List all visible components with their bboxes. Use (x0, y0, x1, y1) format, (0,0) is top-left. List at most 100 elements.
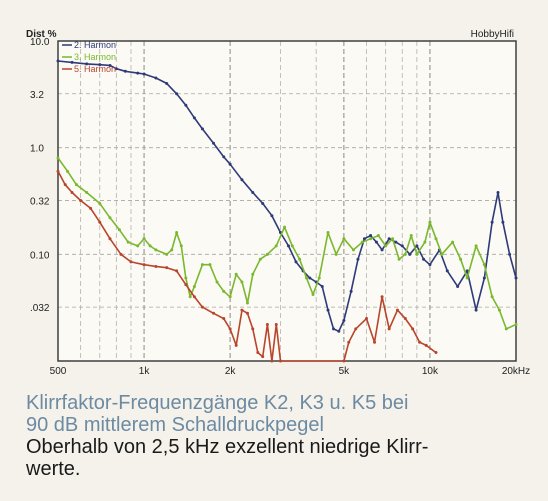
series-point (251, 272, 255, 276)
x-tick-label: 1k (139, 366, 151, 377)
series-point (395, 308, 399, 312)
series-point (428, 263, 432, 267)
series-point (192, 284, 196, 288)
series-point (98, 220, 102, 224)
series-point (240, 280, 244, 284)
series-point (222, 289, 226, 293)
series-point (274, 244, 278, 248)
series-point (418, 340, 422, 344)
y-axis-label: Dist % (26, 29, 57, 40)
series-point (320, 284, 324, 288)
series-point (434, 237, 438, 241)
series-point (286, 244, 290, 248)
series-point (251, 190, 255, 194)
series-point (434, 351, 438, 355)
x-tick-label: 20kHz (502, 366, 530, 377)
caption-line-4: werte. (26, 458, 81, 480)
series-point (424, 343, 428, 347)
series-point (326, 231, 330, 235)
series-point (304, 276, 308, 280)
series-point (89, 206, 93, 210)
series-point (317, 276, 321, 280)
series-point (74, 183, 78, 187)
series-point (154, 76, 158, 80)
figure-caption: Klirrfaktor-Frequenzgänge K2, K3 u. K5 b… (26, 392, 536, 480)
series-point (148, 244, 152, 248)
series-point (179, 244, 183, 248)
series-point (380, 295, 384, 299)
series-point (351, 248, 355, 252)
series-point (365, 317, 369, 321)
series-point (354, 327, 358, 331)
series-point (490, 295, 494, 299)
series-point (342, 359, 346, 363)
series-point (332, 327, 336, 331)
series-point (474, 244, 478, 248)
series-point (184, 283, 188, 287)
series-point (142, 237, 146, 241)
series-point (117, 228, 121, 232)
series-point (369, 237, 373, 241)
series-point (79, 198, 83, 202)
series-point (261, 355, 265, 359)
series-point (154, 248, 158, 252)
distortion-chart: 10.0 3.2 1.0 0.32 0.10 .032 500 1k 2k 5k 10k 20kHz D… (26, 29, 530, 377)
series-point (114, 67, 118, 71)
series-point (165, 266, 169, 270)
series-point (251, 327, 255, 331)
series-point (129, 260, 133, 264)
series-point (142, 72, 146, 76)
series-point (270, 359, 274, 363)
series-point (514, 322, 518, 326)
series-point (294, 260, 298, 264)
series-point (342, 318, 346, 322)
series-point (228, 295, 232, 299)
series-point (403, 252, 407, 256)
series-point (400, 244, 404, 248)
series-point (234, 343, 238, 347)
y-tick-label: 3.2 (30, 90, 44, 101)
series-point (175, 92, 179, 96)
y-tick-label: 0.32 (30, 196, 50, 207)
series-point (165, 81, 169, 85)
x-tick-label: 5k (339, 366, 351, 377)
series-point (342, 237, 346, 241)
series-point (376, 234, 380, 238)
series-point (228, 327, 232, 331)
series-point (349, 289, 353, 293)
series-point (369, 234, 373, 238)
series-point (347, 340, 351, 344)
series-point (261, 201, 265, 205)
series-point (474, 308, 478, 312)
series-point (200, 263, 204, 267)
series-point (387, 237, 391, 241)
series-point (362, 237, 366, 241)
caption-line-2: 90 dB mittlerem Schalldruckpegel (26, 414, 324, 436)
series-point (380, 248, 384, 252)
series-point (222, 155, 226, 159)
series-point (423, 240, 427, 244)
series-point (265, 322, 269, 326)
series-point (240, 178, 244, 182)
series-point (270, 214, 274, 218)
series-point (188, 295, 192, 299)
series-point (200, 305, 204, 309)
series-point (215, 280, 219, 284)
series-point (514, 276, 518, 280)
series-point (459, 257, 463, 261)
series-point (278, 359, 282, 363)
legend-label: 3. Harmon (74, 52, 116, 62)
series-point (298, 257, 302, 261)
x-tick-label: 10k (422, 366, 439, 377)
series-point (119, 252, 123, 256)
series-point (212, 311, 216, 315)
series-point (245, 301, 249, 305)
series-point (422, 257, 426, 261)
series-point (490, 220, 494, 224)
series-point (308, 276, 312, 280)
series-point (136, 244, 140, 248)
series-point (66, 169, 70, 173)
series-point (245, 311, 249, 315)
series-point (451, 240, 455, 244)
series-point (274, 322, 278, 326)
